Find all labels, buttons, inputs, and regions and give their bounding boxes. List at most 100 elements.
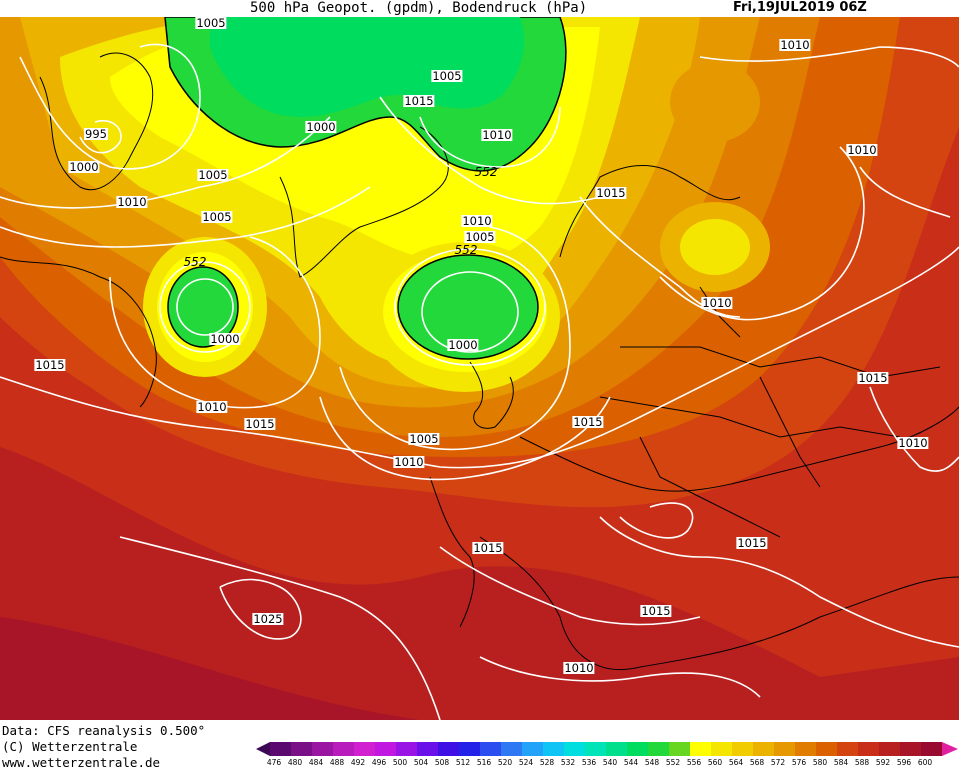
colorbar	[256, 742, 958, 756]
colorbar-tick-label: 572	[770, 758, 786, 767]
map-title: 500 hPa Geopot. (gpdm), Bodendruck (hPa)	[250, 0, 588, 16]
colorbar-swatch	[669, 742, 691, 756]
coast-mediterranean	[479, 536, 959, 671]
isobar-label: 1015	[403, 94, 435, 108]
isobar-1010-ne	[699, 46, 959, 68]
colorbar-tick-label: 568	[749, 758, 765, 767]
colorbar-tick-label: 584	[833, 758, 849, 767]
colorbar-tick-label: 580	[812, 758, 828, 767]
isobar-label: 1005	[201, 210, 233, 224]
isobar-1000-nw	[19, 43, 201, 170]
isobar-1010-e	[859, 166, 951, 218]
colorbar-arrow-right	[942, 742, 958, 756]
colorbar-swatch	[795, 742, 817, 756]
colorbar-swatch	[858, 742, 880, 756]
border-4	[759, 376, 821, 488]
colorbar-swatch	[501, 742, 523, 756]
colorbar-swatch	[375, 742, 397, 756]
border-3	[639, 436, 781, 538]
isobar-1015-med	[599, 516, 959, 648]
isobar-label: 1015	[34, 358, 66, 372]
isobar-1010-se	[869, 386, 959, 472]
isobar-1010-atlantic	[319, 396, 611, 481]
isobar-label: 1015	[857, 371, 889, 385]
isobar-label: 1010	[116, 195, 148, 209]
field-600	[0, 617, 420, 720]
isobar-label: 1010	[897, 436, 929, 450]
isobar-1020	[119, 536, 441, 720]
colorbar-swatch	[774, 742, 796, 756]
colorbar-tick-label: 504	[413, 758, 429, 767]
colorbar-tick-label: 508	[434, 758, 450, 767]
isobar-label: 1000	[305, 120, 337, 134]
isobar-label: 1010	[481, 128, 513, 142]
coast-canada	[39, 52, 154, 191]
isobar-995-labrador	[176, 278, 234, 336]
colorbar-tick-label: 596	[896, 758, 912, 767]
colorbar-swatch	[879, 742, 901, 756]
trough-544-greenland	[210, 17, 524, 117]
isobar-label: 1005	[197, 168, 229, 182]
colorbar-swatch	[459, 742, 481, 756]
height-label: 552	[183, 255, 207, 269]
isobar-1015-small	[619, 502, 694, 539]
isobar-1015-greenland	[379, 96, 601, 205]
isobar-1000-atlantic	[394, 248, 546, 366]
isobar-label: 1005	[464, 230, 496, 244]
colorbar-swatch	[732, 742, 754, 756]
colorbar-swatch	[585, 742, 607, 756]
colorbar-tick-label: 528	[539, 758, 555, 767]
colorbar-tick-label: 516	[476, 758, 492, 767]
isobars	[0, 43, 959, 720]
isobar-label: 1000	[209, 332, 241, 346]
colorbar-tick-label: 492	[350, 758, 366, 767]
border-2	[599, 396, 901, 438]
colorbar-arrow-left	[256, 742, 270, 756]
low-548-atlantic	[397, 254, 539, 360]
border-1	[620, 346, 941, 378]
isobar-label: 1005	[195, 17, 227, 30]
isobar-label: 1015	[244, 417, 276, 431]
coast-iberia	[429, 476, 475, 628]
isobar-1015-s	[439, 546, 701, 626]
colorbar-tick-label: 544	[623, 758, 639, 767]
colorbar-tick-labels: 476 480 484 488 492 496 500 504 508 512 516 520 524 5…	[266, 758, 950, 770]
isobar-label: 1010	[701, 296, 733, 310]
colorbar-swatch	[648, 742, 670, 756]
isobar-1005-atlantic	[339, 226, 571, 451]
colorbar-tick-label: 488	[329, 758, 345, 767]
colorbar-tick-label: 556	[686, 758, 702, 767]
isobar-label: 1025	[252, 612, 284, 626]
colorbar-swatch	[564, 742, 586, 756]
colorbar-tick-label: 560	[707, 758, 723, 767]
isobar-label: 1000	[447, 338, 479, 352]
colorbar-swatch	[543, 742, 565, 756]
isobar-1015-scand	[579, 196, 741, 318]
colorbar-swatch	[270, 742, 292, 756]
website-credit: www.wetterzentrale.de	[2, 755, 161, 770]
isobar-label: 1000	[68, 160, 100, 174]
isobar-label: 1010	[846, 143, 878, 157]
isobar-label: 1015	[472, 541, 504, 555]
coast-scandinavia	[559, 164, 741, 258]
colorbar-tick-label: 588	[854, 758, 870, 767]
isobar-label: 1010	[779, 38, 811, 52]
colorbar-swatch	[396, 742, 418, 756]
colorbar-tick-label: 524	[518, 758, 534, 767]
isobar-1010-labrador	[109, 236, 321, 409]
isobar-label: 1015	[736, 536, 768, 550]
isobar-1000-labrador	[159, 261, 251, 353]
valid-date: Fri,19JUL2019 06Z	[733, 0, 867, 15]
copyright-credit: (C) Wetterzentrale	[2, 739, 138, 754]
colorbar-tick-label: 476	[266, 758, 282, 767]
colorbar-swatch	[291, 742, 313, 756]
coast-uk	[469, 361, 514, 429]
isobar-1025	[219, 578, 302, 640]
isobar-label: 1015	[595, 186, 627, 200]
field-564-ne	[670, 62, 760, 142]
colorbar-swatch	[711, 742, 733, 756]
colorbar-swatch	[438, 742, 460, 756]
colorbar-tick-label: 548	[644, 758, 660, 767]
colorbar-swatch	[837, 742, 859, 756]
isobar-1010-n	[0, 186, 371, 248]
